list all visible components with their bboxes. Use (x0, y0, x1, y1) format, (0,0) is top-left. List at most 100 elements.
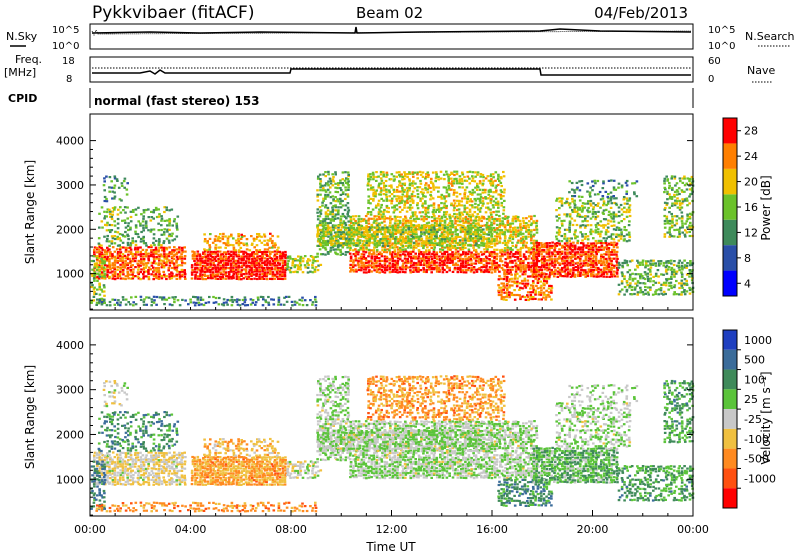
power-cell (438, 258, 442, 261)
power-cell (589, 247, 593, 250)
power-cell (597, 268, 601, 271)
power-cell (271, 239, 274, 243)
power-cell (319, 220, 322, 223)
power-cell (168, 251, 172, 254)
power-cell (375, 175, 378, 179)
power-cell (568, 246, 572, 249)
power-cell (250, 273, 254, 276)
power-cell (410, 198, 414, 201)
power-cell (208, 244, 211, 247)
power-cell (317, 175, 320, 178)
power-cell (377, 212, 381, 216)
power-cell (577, 264, 580, 267)
power-cell (491, 173, 495, 176)
power-cell (602, 271, 606, 274)
power-cell (385, 269, 389, 272)
power-cell (493, 257, 496, 260)
power-cell (137, 264, 140, 267)
power-cell (147, 271, 150, 274)
power-cell (375, 249, 379, 252)
power-cell (652, 275, 655, 278)
power-cell (393, 204, 396, 207)
power-cell (306, 266, 310, 269)
power-cell (509, 222, 512, 225)
power-cell (581, 248, 585, 251)
power-cell (220, 253, 223, 256)
power-cell (127, 262, 130, 265)
power-cell (468, 177, 471, 180)
power-cell (175, 235, 179, 238)
power-cell (527, 232, 531, 235)
power-cell (173, 266, 177, 269)
power-cell (445, 204, 448, 208)
power-cell (98, 293, 102, 296)
power-cell (351, 237, 355, 241)
power-cell (255, 244, 259, 247)
power-cell (255, 268, 259, 271)
power-cell (510, 293, 514, 297)
nave-tick-top: 60 (708, 56, 721, 67)
power-cell (589, 195, 592, 198)
power-cell (607, 242, 611, 245)
power-cell (324, 234, 328, 238)
power-cell (614, 188, 618, 191)
power-cell (602, 242, 605, 245)
power-cell (255, 262, 258, 265)
power-cell (586, 224, 590, 227)
power-cell (293, 300, 297, 303)
power-cell (553, 258, 557, 261)
power-cell (607, 268, 611, 271)
power-cell (282, 303, 286, 306)
power-cell (421, 204, 424, 207)
power-cell (193, 253, 196, 256)
power-cell (324, 212, 328, 215)
power-cell (479, 261, 483, 264)
power-cell (175, 277, 179, 280)
power-cell (160, 215, 163, 218)
power-cell (497, 175, 500, 178)
power-cell (144, 222, 148, 225)
power-cell (245, 264, 249, 267)
power-cell (470, 255, 473, 258)
power-cell (167, 259, 171, 262)
power-cell (133, 260, 137, 263)
power-cell (502, 170, 505, 174)
power-cell (377, 202, 380, 205)
power-cell (474, 222, 478, 225)
power-cell (499, 222, 502, 225)
power-cell (162, 270, 165, 273)
power-cell (318, 173, 322, 176)
power-cell (379, 210, 382, 213)
power-cell (482, 263, 486, 267)
power-cell (162, 246, 166, 249)
power-cell (116, 238, 120, 241)
power-cell (568, 226, 571, 229)
power-cell (116, 222, 120, 225)
power-cell (165, 237, 169, 240)
power-cell (301, 257, 305, 260)
power-cell (528, 220, 531, 223)
power-cell (536, 246, 539, 249)
power-cell (410, 206, 414, 209)
power-cell (116, 275, 119, 278)
power-cell (556, 272, 559, 275)
power-cell (404, 250, 408, 253)
power-cell (334, 171, 337, 174)
power-cell (291, 260, 295, 263)
power-cell (163, 303, 166, 306)
power-cell (472, 266, 476, 269)
power-cell (240, 233, 243, 236)
power-cell (610, 262, 613, 265)
power-cell (556, 257, 560, 260)
power-cell (204, 257, 208, 260)
power-cell (454, 233, 458, 236)
power-cell (196, 298, 200, 301)
power-cell (435, 270, 439, 273)
power-cell (324, 211, 328, 214)
power-cell (256, 235, 259, 238)
power-cell (519, 286, 522, 289)
power-cell (578, 263, 582, 266)
power-cell (473, 253, 476, 256)
power-cell (163, 261, 166, 264)
power-cell (383, 220, 386, 223)
